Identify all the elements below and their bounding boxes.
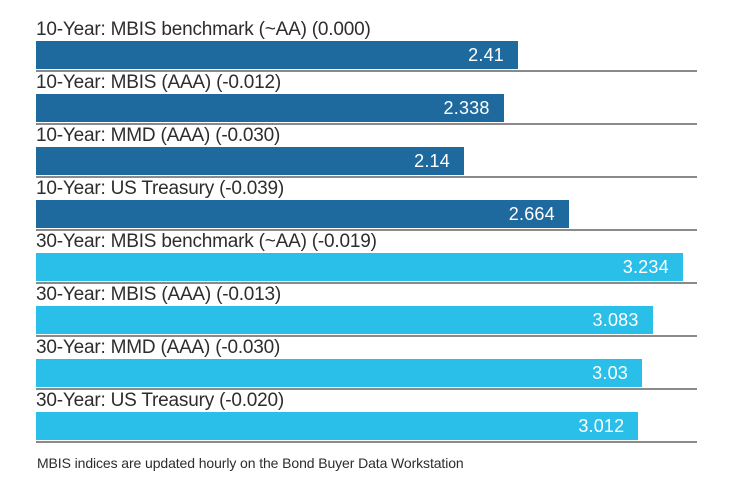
row-separator-line xyxy=(36,229,697,231)
bar-category-label: 30-Year: US Treasury (-0.020) xyxy=(36,390,285,411)
bar-value-label: 3.012 xyxy=(578,415,625,436)
bar-row: 30-Year: MMD (AAA) (-0.030) 3.03 xyxy=(36,337,697,390)
bar-value-label: 3.083 xyxy=(592,309,639,330)
bar-category-label: 30-Year: MBIS (AAA) (-0.013) xyxy=(36,284,282,305)
row-separator-line xyxy=(36,176,697,178)
bar-value-label: 2.14 xyxy=(414,150,450,171)
bar: 2.41 xyxy=(36,41,518,69)
bar-track: 2.14 xyxy=(36,147,697,175)
bar: 2.14 xyxy=(36,147,464,175)
bar-category-label: 10-Year: US Treasury (-0.039) xyxy=(36,178,285,199)
bar-value-label: 3.03 xyxy=(592,362,628,383)
bond-yield-bar-chart: 10-Year: MBIS benchmark (~AA) (0.000) 2.… xyxy=(36,19,697,471)
bar: 3.03 xyxy=(36,359,642,387)
bar-row: 30-Year: US Treasury (-0.020) 3.012 xyxy=(36,390,697,443)
bar-value-label: 2.664 xyxy=(508,203,555,224)
bar-category-label: 10-Year: MBIS benchmark (~AA) (0.000) xyxy=(36,19,371,40)
bar-track: 2.664 xyxy=(36,200,697,228)
bar-row: 10-Year: MMD (AAA) (-0.030) 2.14 xyxy=(36,125,697,178)
bar-row: 10-Year: MBIS (AAA) (-0.012) 2.338 xyxy=(36,72,697,125)
bar-track: 3.012 xyxy=(36,412,697,440)
bar-row: 30-Year: MBIS benchmark (~AA) (-0.019) 3… xyxy=(36,231,697,284)
row-separator-line xyxy=(36,441,697,443)
bar-rows-container: 10-Year: MBIS benchmark (~AA) (0.000) 2.… xyxy=(36,19,697,443)
row-separator-line xyxy=(36,388,697,390)
bar-track: 2.41 xyxy=(36,41,697,69)
bar-category-label: 10-Year: MMD (AAA) (-0.030) xyxy=(36,125,281,146)
bar-row: 10-Year: MBIS benchmark (~AA) (0.000) 2.… xyxy=(36,19,697,72)
row-separator-line xyxy=(36,70,697,72)
chart-footnote: MBIS indices are updated hourly on the B… xyxy=(37,454,464,471)
bar: 2.338 xyxy=(36,94,504,122)
bar-track: 3.083 xyxy=(36,306,697,334)
bar-category-label: 30-Year: MBIS benchmark (~AA) (-0.019) xyxy=(36,231,377,252)
row-separator-line xyxy=(36,123,697,125)
row-separator-line xyxy=(36,282,697,284)
bar-value-label: 2.41 xyxy=(468,44,504,65)
bar: 3.012 xyxy=(36,412,639,440)
bar-value-label: 3.234 xyxy=(622,256,669,277)
bar-row: 30-Year: MBIS (AAA) (-0.013) 3.083 xyxy=(36,284,697,337)
bar-track: 3.03 xyxy=(36,359,697,387)
bar-category-label: 30-Year: MMD (AAA) (-0.030) xyxy=(36,337,281,358)
bar: 3.083 xyxy=(36,306,653,334)
row-separator-line xyxy=(36,335,697,337)
bar-track: 2.338 xyxy=(36,94,697,122)
bar-track: 3.234 xyxy=(36,253,697,281)
bar-value-label: 2.338 xyxy=(443,97,490,118)
bar: 3.234 xyxy=(36,253,683,281)
bar-category-label: 10-Year: MBIS (AAA) (-0.012) xyxy=(36,72,282,93)
bar-row: 10-Year: US Treasury (-0.039) 2.664 xyxy=(36,178,697,231)
bar: 2.664 xyxy=(36,200,569,228)
